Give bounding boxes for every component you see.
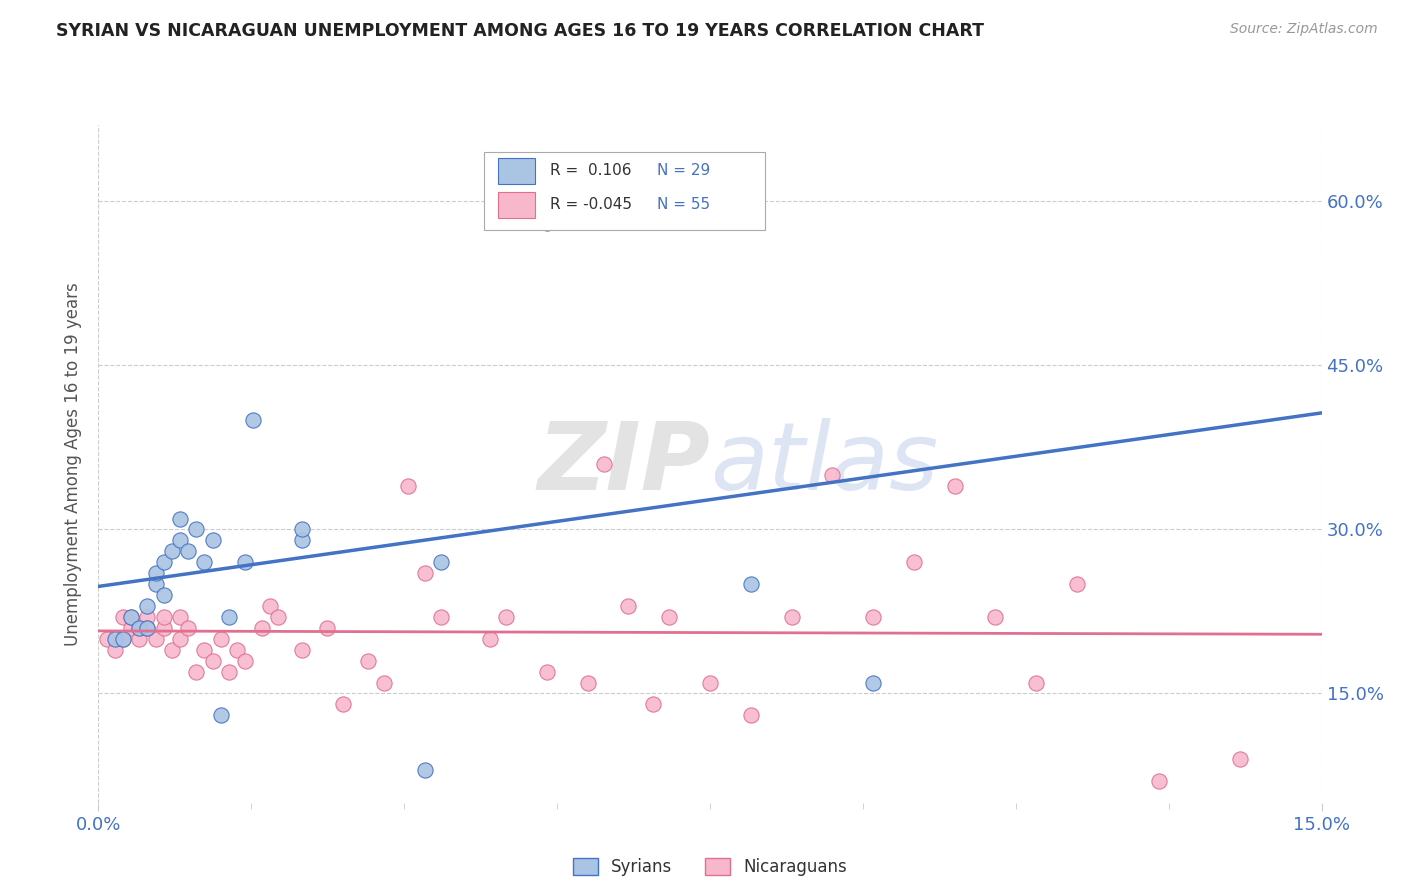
Point <box>658 610 681 624</box>
Text: N = 55: N = 55 <box>658 197 710 212</box>
FancyBboxPatch shape <box>498 158 536 184</box>
Point <box>862 675 884 690</box>
Point <box>250 621 273 635</box>
Point <box>209 632 232 646</box>
Point <box>201 654 224 668</box>
Point <box>186 665 208 679</box>
Point <box>617 599 640 613</box>
Point <box>862 610 884 624</box>
Point <box>152 621 174 635</box>
Text: N = 29: N = 29 <box>658 163 710 178</box>
Point <box>291 533 314 548</box>
Point <box>111 632 134 646</box>
Point <box>699 675 721 690</box>
Point <box>1147 773 1170 788</box>
Point <box>160 642 183 657</box>
Text: R = -0.045: R = -0.045 <box>550 197 631 212</box>
Point <box>186 523 208 537</box>
Point <box>193 555 215 569</box>
Point <box>1066 577 1088 591</box>
Point <box>111 632 134 646</box>
Text: ZIP: ZIP <box>537 417 710 510</box>
Point <box>177 544 200 558</box>
Point <box>120 610 142 624</box>
Text: SYRIAN VS NICARAGUAN UNEMPLOYMENT AMONG AGES 16 TO 19 YEARS CORRELATION CHART: SYRIAN VS NICARAGUAN UNEMPLOYMENT AMONG … <box>56 22 984 40</box>
Point <box>259 599 281 613</box>
Point <box>128 632 150 646</box>
Point <box>396 479 419 493</box>
FancyBboxPatch shape <box>484 152 765 230</box>
Point <box>291 523 314 537</box>
Point <box>120 621 142 635</box>
Point <box>593 457 616 471</box>
Point <box>136 599 159 613</box>
Point <box>740 577 762 591</box>
Point <box>96 632 118 646</box>
Point <box>226 642 249 657</box>
Point <box>495 610 517 624</box>
Point <box>201 533 224 548</box>
Point <box>641 698 664 712</box>
Text: atlas: atlas <box>710 418 938 509</box>
Point <box>136 610 159 624</box>
Point <box>169 511 191 525</box>
Point <box>984 610 1007 624</box>
Point <box>104 632 127 646</box>
Point <box>145 566 167 581</box>
Point <box>136 621 159 635</box>
Point <box>576 205 599 219</box>
Point <box>478 632 501 646</box>
Point <box>152 588 174 602</box>
Point <box>536 665 558 679</box>
Point <box>430 610 453 624</box>
Point <box>1229 752 1251 766</box>
Point <box>233 555 256 569</box>
Point <box>169 632 191 646</box>
Point <box>104 642 127 657</box>
Text: Source: ZipAtlas.com: Source: ZipAtlas.com <box>1230 22 1378 37</box>
Point <box>193 642 215 657</box>
Point <box>120 610 142 624</box>
Point <box>128 621 150 635</box>
Point <box>536 216 558 230</box>
Point <box>177 621 200 635</box>
Point <box>233 654 256 668</box>
Point <box>136 621 159 635</box>
Point <box>903 555 925 569</box>
Point <box>576 675 599 690</box>
Point <box>218 665 240 679</box>
Y-axis label: Unemployment Among Ages 16 to 19 years: Unemployment Among Ages 16 to 19 years <box>65 282 83 646</box>
Point <box>160 544 183 558</box>
Point <box>145 577 167 591</box>
Point <box>430 555 453 569</box>
Point <box>943 479 966 493</box>
Legend: Syrians, Nicaraguans: Syrians, Nicaraguans <box>565 851 855 882</box>
Point <box>332 698 354 712</box>
Point <box>413 566 436 581</box>
Text: R =  0.106: R = 0.106 <box>550 163 631 178</box>
Point <box>145 632 167 646</box>
Point <box>373 675 395 690</box>
Point <box>740 708 762 723</box>
Point <box>267 610 290 624</box>
Point <box>780 610 803 624</box>
Point <box>209 708 232 723</box>
Point <box>169 533 191 548</box>
Point <box>152 555 174 569</box>
FancyBboxPatch shape <box>498 192 536 218</box>
Point <box>356 654 378 668</box>
Point <box>821 467 844 482</box>
Point <box>242 413 264 427</box>
Point <box>291 642 314 657</box>
Point <box>128 621 150 635</box>
Point <box>169 610 191 624</box>
Point <box>218 610 240 624</box>
Point <box>413 763 436 777</box>
Point <box>152 610 174 624</box>
Point <box>315 621 337 635</box>
Point <box>111 610 134 624</box>
Point <box>1025 675 1047 690</box>
